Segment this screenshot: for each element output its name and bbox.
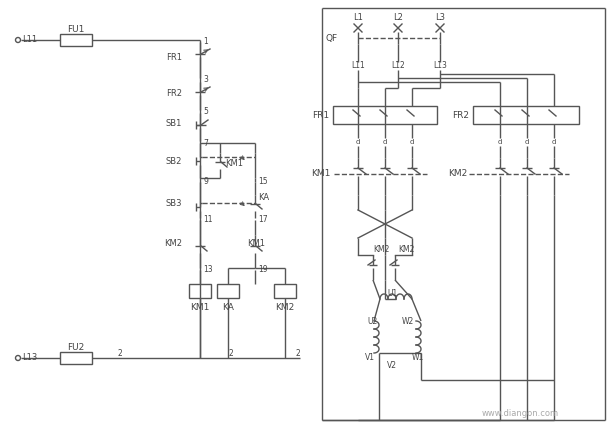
Text: U1: U1 xyxy=(387,289,397,297)
Text: W1: W1 xyxy=(412,352,424,362)
Bar xyxy=(60,352,92,364)
Text: QF: QF xyxy=(326,33,338,43)
Text: L2: L2 xyxy=(393,13,403,23)
Text: KM1: KM1 xyxy=(311,170,330,178)
Text: d: d xyxy=(525,139,529,145)
Text: KM1: KM1 xyxy=(225,158,243,168)
Text: 19: 19 xyxy=(258,266,267,274)
Text: FR2: FR2 xyxy=(452,111,469,119)
Text: FU1: FU1 xyxy=(68,26,85,34)
Text: d: d xyxy=(410,139,414,145)
Text: FR2: FR2 xyxy=(166,89,182,99)
Text: 2: 2 xyxy=(295,349,300,358)
Text: 3: 3 xyxy=(203,76,208,85)
Text: d: d xyxy=(552,139,556,145)
Text: FR1: FR1 xyxy=(166,53,182,62)
Text: 15: 15 xyxy=(258,178,267,187)
Text: KM2: KM2 xyxy=(275,302,295,312)
Text: L13: L13 xyxy=(433,62,447,70)
Text: W2: W2 xyxy=(402,316,414,326)
Text: KM1: KM1 xyxy=(190,302,209,312)
Text: www.diangon.com: www.diangon.com xyxy=(482,410,558,418)
Text: SB1: SB1 xyxy=(166,119,182,128)
Text: L1: L1 xyxy=(353,13,363,23)
Bar xyxy=(274,284,296,298)
Text: SB2: SB2 xyxy=(166,158,182,167)
Bar xyxy=(473,106,579,124)
Text: 1: 1 xyxy=(203,37,208,46)
Text: SB3: SB3 xyxy=(166,200,182,208)
Text: KM1: KM1 xyxy=(247,240,265,249)
Text: d: d xyxy=(498,139,502,145)
Bar xyxy=(189,284,211,298)
Bar xyxy=(217,284,239,298)
Text: FU2: FU2 xyxy=(68,343,85,352)
Text: L12: L12 xyxy=(391,62,405,70)
Text: L11: L11 xyxy=(351,62,365,70)
Text: V2: V2 xyxy=(387,361,397,369)
Text: 17: 17 xyxy=(258,216,267,224)
Text: L11: L11 xyxy=(23,36,38,45)
Text: 13: 13 xyxy=(203,266,213,274)
Text: 2: 2 xyxy=(118,349,122,358)
Text: U2: U2 xyxy=(367,316,377,326)
Text: 9: 9 xyxy=(203,178,208,187)
Text: KM2: KM2 xyxy=(398,246,414,254)
Text: 5: 5 xyxy=(203,108,208,116)
Text: KM2: KM2 xyxy=(164,240,182,249)
Text: KM2: KM2 xyxy=(373,246,389,254)
Bar xyxy=(60,34,92,46)
Text: 7: 7 xyxy=(203,138,208,148)
Text: KA: KA xyxy=(222,302,234,312)
Text: 2: 2 xyxy=(228,349,233,358)
Text: L13: L13 xyxy=(23,354,38,362)
Text: d: d xyxy=(356,139,360,145)
Text: 11: 11 xyxy=(203,216,213,224)
Text: d: d xyxy=(383,139,387,145)
Text: KM2: KM2 xyxy=(448,170,467,178)
Text: V1: V1 xyxy=(365,352,375,362)
Text: L3: L3 xyxy=(435,13,445,23)
Bar xyxy=(333,106,437,124)
Text: FR1: FR1 xyxy=(312,111,329,119)
Text: KA: KA xyxy=(258,193,269,201)
